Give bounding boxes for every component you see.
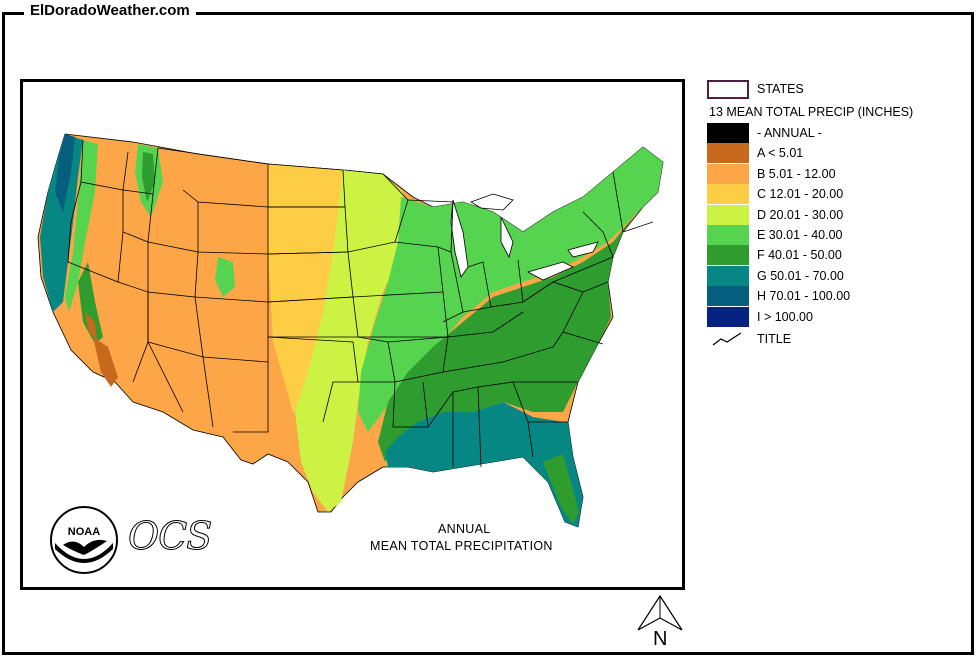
legend-item-label: E 30.01 - 40.00	[757, 228, 843, 242]
north-arrow-icon	[637, 594, 683, 631]
legend-swatch	[707, 286, 749, 307]
zone-a-california	[93, 337, 118, 387]
legend-swatch	[707, 225, 749, 245]
legend-swatch	[707, 306, 749, 327]
legend-swatch	[707, 184, 749, 205]
legend-title-label: TITLE	[757, 332, 792, 346]
zone-f-sierra	[78, 262, 103, 344]
legend-item-label: F 40.01 - 50.00	[757, 248, 842, 263]
legend-swatch	[707, 265, 749, 286]
legend-swatch	[707, 123, 749, 143]
states-swatch	[707, 79, 749, 99]
zone-f-rockies-north	[142, 152, 155, 202]
zone-e-northeast	[621, 152, 661, 207]
legend-item: - ANNUAL -	[707, 123, 822, 143]
noaa-logo-text: NOAA	[68, 526, 100, 538]
title-line-icon	[712, 332, 742, 346]
map-panel: NOAA OCS ANNUAL MEAN TOTAL PRECIPITATION	[20, 79, 685, 590]
site-label: ElDoradoWeather.com	[24, 2, 196, 19]
noaa-logo: NOAA	[49, 505, 119, 580]
legend-item-label: C 12.01 - 20.00	[757, 187, 844, 202]
legend-item-label: H 70.01 - 100.00	[757, 289, 851, 304]
legend-title-row: TITLE	[707, 329, 791, 349]
zone-a-nevada	[85, 312, 97, 340]
legend-item-label: I > 100.00	[757, 309, 813, 324]
zone-e	[358, 147, 663, 432]
legend-states-label: STATES	[757, 82, 804, 96]
legend-item: B 5.01 - 12.00	[707, 163, 836, 184]
legend-item-label: D 20.01 - 30.00	[757, 207, 844, 222]
precipitation-map	[37, 133, 664, 528]
legend-item: F 40.01 - 50.00	[707, 245, 842, 266]
legend-swatch	[707, 204, 749, 225]
great-lakes	[450, 193, 599, 281]
legend-item: D 20.01 - 30.00	[707, 204, 844, 225]
ocs-logo: OCS	[127, 514, 212, 559]
legend-item: H 70.01 - 100.00	[707, 286, 851, 307]
zone-f	[378, 217, 633, 462]
zone-f-florida	[543, 454, 579, 524]
zone-g-pnw	[40, 134, 83, 312]
zone-g-southeast	[385, 402, 583, 527]
outer-frame	[2, 12, 974, 655]
legend-swatch	[707, 143, 749, 164]
legend-states-row: STATES	[707, 79, 804, 99]
state-borders	[67, 139, 654, 468]
legend-item-label: - ANNUAL -	[757, 126, 822, 140]
legend-item: A < 5.01	[707, 143, 804, 164]
legend-swatch	[707, 163, 749, 184]
zone-e-pnw	[65, 140, 98, 312]
zone-h-pnw	[55, 134, 75, 212]
legend-item-label: B 5.01 - 12.00	[757, 166, 836, 181]
map-caption-line1: ANNUAL	[438, 522, 491, 536]
north-label: N	[653, 628, 668, 650]
legend-item: G 50.01 - 70.00	[707, 265, 844, 286]
legend-item: C 12.01 - 20.00	[707, 184, 844, 205]
zone-d	[295, 170, 403, 512]
legend-item: I > 100.00	[707, 306, 813, 327]
zone-e-colorado	[215, 257, 235, 297]
legend-item-label: G 50.01 - 70.00	[757, 268, 844, 283]
legend-item: E 30.01 - 40.00	[707, 225, 842, 245]
legend-heading: 13 MEAN TOTAL PRECIP (INCHES)	[709, 105, 914, 119]
legend-heading-row: 13 MEAN TOTAL PRECIP (INCHES)	[709, 102, 913, 122]
legend-item-label: A < 5.01	[757, 146, 804, 161]
map-caption-line2: MEAN TOTAL PRECIPITATION	[370, 539, 553, 553]
legend-swatch	[707, 245, 749, 266]
